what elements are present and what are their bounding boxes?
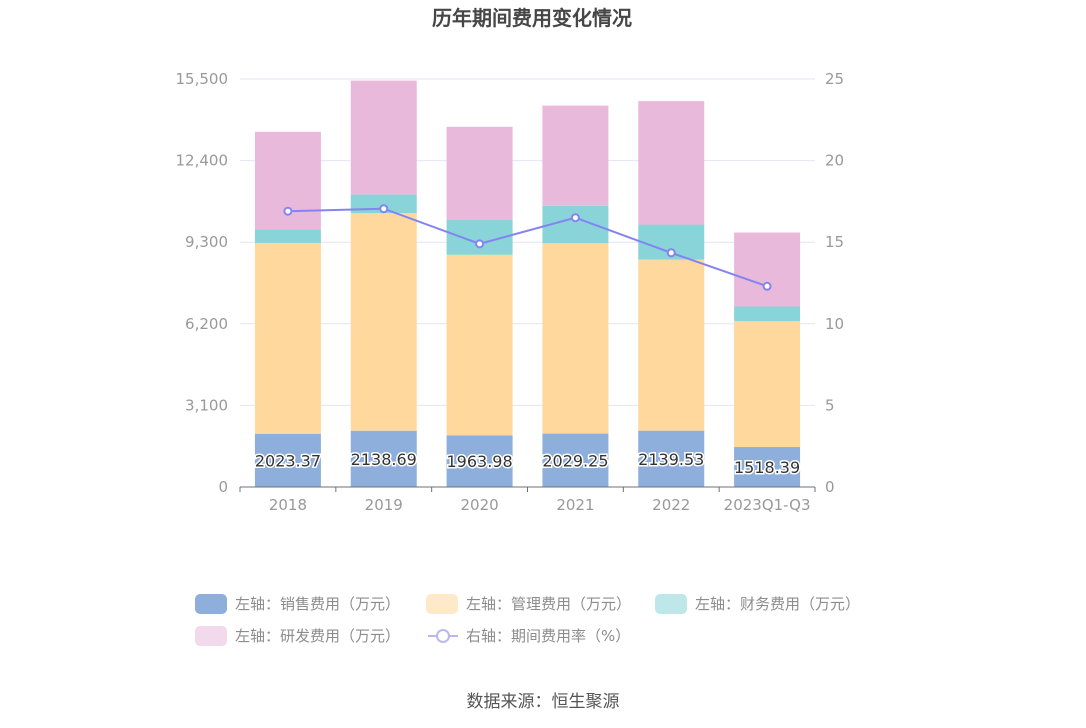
bar-segment-3-3 (542, 105, 609, 206)
bar-segment-0-3 (542, 433, 609, 487)
rate-line-point (379, 204, 389, 214)
bar-segment-1-5 (734, 321, 801, 448)
left-axis-tick-label: 3,100 (185, 396, 228, 414)
sales-data-label: 1518.39 (734, 458, 800, 477)
left-axis-tick-label: 6,200 (185, 315, 228, 333)
bar-segment-0-0 (254, 433, 321, 487)
data-labels: 2023.37 2138.69 1963.98 2029.25 2139.53 1518.… (253, 448, 801, 478)
x-axis-tick-label: 2019 (365, 496, 403, 514)
chart-source: 数据来源：恒生聚源 (467, 692, 620, 712)
chart-title: 历年期间费用变化情况 (432, 6, 632, 30)
bar-segment-2-0 (254, 229, 321, 243)
left-axis-tick-label: 9,300 (185, 233, 228, 251)
bars (254, 80, 801, 487)
axes: 0 3,100 6,200 9,300 12,400 15,500 0 5 10 15 20 25 20… (176, 70, 845, 514)
right-axis-tick-label: 0 (825, 478, 835, 496)
x-axis-tick-label: 2020 (460, 496, 498, 514)
legend-swatch-marker (436, 629, 450, 643)
rate-line-point (570, 213, 580, 223)
bar-segment-3-2 (446, 126, 513, 220)
legend-label-4: 右轴：期间费用率（%） (466, 627, 630, 645)
right-axis-tick-label: 5 (825, 396, 835, 414)
bar-segment-0-2 (446, 435, 513, 487)
bar-segment-1-1 (350, 213, 417, 431)
rate-line-point (666, 248, 676, 258)
rate-line (283, 204, 772, 291)
bar-segment-3-4 (638, 101, 705, 225)
bar-segment-1-4 (638, 259, 705, 431)
left-axis-tick-label: 15,500 (176, 70, 229, 88)
sales-data-label: 2138.69 (351, 450, 417, 469)
sales-data-label: 2023.37 (255, 451, 321, 470)
rate-line-path (287, 207, 768, 288)
bar-segment-2-5 (734, 306, 801, 322)
bar-segment-0-5 (734, 447, 801, 487)
x-axis-tick-label: 2021 (556, 496, 594, 514)
right-axis-tick-label: 20 (825, 152, 844, 170)
rate-line-point (762, 281, 772, 291)
bar-segment-0-4 (638, 430, 705, 487)
left-axis-tick-label: 0 (218, 478, 228, 496)
legend-label-0: 左轴：销售费用（万元） (235, 595, 400, 613)
rate-line-point (283, 206, 293, 216)
bar-segment-1-2 (446, 254, 513, 436)
x-axis-tick-label: 2018 (269, 496, 307, 514)
right-axis-tick-label: 25 (825, 70, 844, 88)
bar-segment-3-5 (734, 232, 801, 307)
sales-data-label: 2029.25 (542, 451, 608, 470)
legend: 左轴：销售费用（万元） 左轴：管理费用（万元） 左轴：财务费用（万元） 左轴：研发费用… (195, 594, 860, 646)
right-axis-tick-label: 10 (825, 315, 844, 333)
bar-segment-0-1 (350, 430, 417, 487)
sales-data-label: 1963.98 (446, 452, 512, 471)
legend-label-2: 左轴：财务费用（万元） (695, 595, 860, 613)
grid (240, 78, 815, 406)
x-axis-tick-label: 2022 (652, 496, 690, 514)
right-axis-tick-label: 15 (825, 233, 844, 251)
legend-label-3: 左轴：研发费用（万元） (235, 627, 400, 645)
sales-data-label: 2139.53 (638, 450, 704, 469)
bar-segment-1-0 (254, 242, 321, 434)
legend-swatch-3 (195, 626, 227, 646)
bar-segment-3-1 (350, 80, 417, 195)
left-axis-tick-label: 12,400 (176, 152, 229, 170)
legend-swatch-1 (426, 594, 458, 614)
x-axis-tick-label: 2023Q1-Q3 (724, 496, 811, 514)
legend-label-1: 左轴：管理费用（万元） (466, 595, 631, 613)
bar-segment-1-3 (542, 243, 609, 434)
legend-swatch-2 (655, 594, 687, 614)
legend-swatch-0 (195, 594, 227, 614)
rate-line-point (475, 239, 485, 249)
